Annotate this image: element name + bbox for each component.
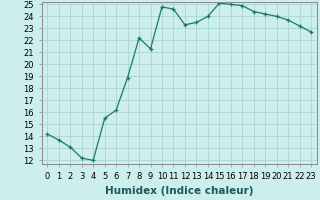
X-axis label: Humidex (Indice chaleur): Humidex (Indice chaleur) xyxy=(105,186,253,196)
